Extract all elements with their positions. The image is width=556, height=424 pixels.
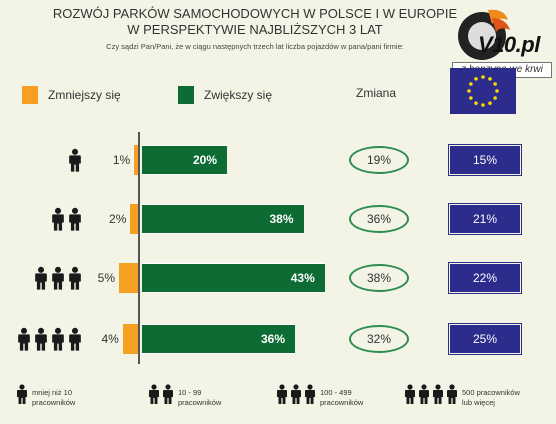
eu-star <box>481 103 485 107</box>
increase-value-label: 20% <box>192 153 217 167</box>
decrease-value-label: 5% <box>97 271 115 285</box>
person-icon <box>305 384 315 404</box>
tire-icon <box>458 9 510 60</box>
increase-bar: 43% <box>142 263 325 293</box>
footer-legend-label: 10 - 99 pracowników <box>178 388 221 408</box>
decrease-bar <box>130 204 138 234</box>
person-icon <box>433 384 443 404</box>
logo-text: V10.pl <box>478 32 540 57</box>
footer-line-1: 100 - 499 <box>320 388 352 397</box>
people-group <box>17 327 82 351</box>
person-icon <box>17 384 27 404</box>
footer-line-2: pracowników <box>32 398 76 407</box>
eu-star <box>469 96 473 100</box>
eu-star <box>481 75 485 79</box>
footer-line-1: 500 pracowników <box>462 388 520 397</box>
increase-bar: 20% <box>142 145 227 175</box>
people-group <box>16 384 28 404</box>
people-group <box>404 384 458 404</box>
increase-bar: 38% <box>142 204 304 234</box>
title-line-2: W PERSPEKTYWIE NAJBLIŻSZYCH 3 LAT <box>127 22 383 37</box>
person-icon <box>419 384 429 404</box>
person-icon <box>163 384 173 404</box>
europe-value-box: 25% <box>448 323 522 355</box>
footer-legend-item: 100 - 499 pracowników <box>276 384 363 408</box>
people-group <box>276 384 316 404</box>
increase-label: Zwiększy się <box>204 88 273 102</box>
people-group <box>51 207 82 231</box>
decrease-label: Zmniejszy się <box>48 88 121 102</box>
eu-star <box>493 96 497 100</box>
eu-star <box>488 77 492 81</box>
eu-star <box>495 89 499 93</box>
survey-question: Czy sądzi Pan/Pani, że w ciągu następnyc… <box>106 42 404 51</box>
increase-value-label: 36% <box>260 332 285 346</box>
person-icon <box>447 384 457 404</box>
person-icon <box>277 384 287 404</box>
decrease-bar <box>134 145 138 175</box>
person-icon <box>35 327 47 351</box>
change-value-oval: 19% <box>349 146 409 174</box>
person-icon <box>291 384 301 404</box>
footer-legend-label: mniej niż 10 pracowników <box>32 388 75 408</box>
legend-decrease: Zmniejszy się <box>22 86 121 104</box>
decrease-value-label: 4% <box>101 332 119 346</box>
eu-star <box>488 101 492 105</box>
europe-value-box: 22% <box>448 262 522 294</box>
footer-legend-label: 100 - 499 pracowników <box>320 388 363 408</box>
title-line-1: ROZWÓJ PARKÓW SAMOCHODOWYCH W POLSCE I W… <box>52 6 458 21</box>
decrease-bar <box>119 263 138 293</box>
footer-legend-item: 500 pracowników lub więcej <box>404 384 520 408</box>
decrease-bar <box>122 324 138 354</box>
person-icon <box>52 327 64 351</box>
eu-star <box>467 89 471 93</box>
increase-value-label: 38% <box>269 212 294 226</box>
people-group <box>148 384 174 404</box>
people-group <box>68 148 82 172</box>
footer-legend-item: 10 - 99 pracowników <box>148 384 221 408</box>
change-value-oval: 32% <box>349 325 409 353</box>
eu-star <box>474 77 478 81</box>
people-group <box>34 266 82 290</box>
person-icon <box>69 207 81 231</box>
footer-line-2: lub więcej <box>462 398 495 407</box>
person-icon <box>52 266 64 290</box>
increase-value-label: 43% <box>290 271 315 285</box>
increase-bar: 36% <box>142 324 295 354</box>
change-header: Zmiana <box>356 86 397 100</box>
axis-line <box>138 132 140 364</box>
eu-star <box>469 82 473 86</box>
person-icon <box>69 266 81 290</box>
person-icon <box>69 327 81 351</box>
decrease-value-label: 1% <box>112 153 131 167</box>
change-value-oval: 38% <box>349 264 409 292</box>
footer-line-1: 10 - 99 <box>178 388 202 397</box>
person-icon <box>149 384 159 404</box>
eu-star <box>493 82 497 86</box>
eu-star <box>474 101 478 105</box>
eu-flag-icon <box>450 68 516 114</box>
footer-legend-label: 500 pracowników lub więcej <box>462 388 520 408</box>
footer-line-1: mniej niż 10 <box>32 388 73 397</box>
change-value-oval: 36% <box>349 205 409 233</box>
europe-value-box: 15% <box>448 144 522 176</box>
decrease-value-label: 2% <box>109 212 127 226</box>
person-icon <box>35 266 47 290</box>
page-title: ROZWÓJ PARKÓW SAMOCHODOWYCH W POLSCE I W… <box>20 6 490 38</box>
person-icon <box>18 327 30 351</box>
footer-line-2: pracowników <box>320 398 364 407</box>
person-icon <box>405 384 415 404</box>
increase-swatch <box>178 86 194 104</box>
europe-value-box: 21% <box>448 203 522 235</box>
footer-legend-item: mniej niż 10 pracowników <box>16 384 75 408</box>
decrease-swatch <box>22 86 38 104</box>
legend-increase: Zwiększy się <box>178 86 272 104</box>
footer-line-2: pracowników <box>178 398 222 407</box>
person-icon <box>69 148 81 172</box>
person-icon <box>52 207 64 231</box>
